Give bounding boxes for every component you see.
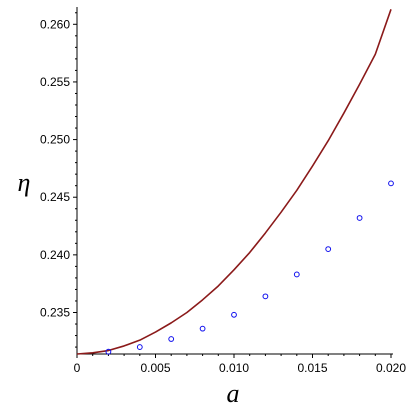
y-tick-label: 0.235	[40, 305, 70, 319]
scatter-point	[356, 215, 363, 221]
scatter-point	[105, 348, 112, 355]
y-tick-label: 0.240	[40, 248, 70, 262]
x-tick-label: 0.010	[219, 361, 249, 375]
scatter-point	[199, 325, 206, 332]
plot-series	[76, 9, 394, 355]
y-tick-label: 0.250	[40, 133, 70, 147]
scatter-point	[293, 271, 300, 278]
x-tick-label: 0	[74, 361, 81, 375]
y-ticks: 0.235 0.240 0.245 0.250 0.255 0.260	[40, 12, 77, 348]
scatter-point	[168, 336, 175, 342]
x-tick-label: 0.015	[297, 361, 327, 375]
x-tick-label: 0.020	[376, 361, 406, 375]
x-axis-label: a	[227, 379, 240, 408]
scatter-point	[231, 311, 237, 318]
y-axis-label: η	[18, 168, 31, 197]
scatter-point	[388, 180, 394, 187]
scatter-point	[262, 293, 269, 300]
y-tick-label: 0.260	[40, 17, 70, 31]
scatter-point	[325, 246, 332, 252]
y-tick-label: 0.255	[40, 75, 70, 89]
y-tick-label: 0.245	[40, 190, 70, 204]
x-tick-label: 0.005	[140, 361, 170, 375]
x-ticks: 0 0.005 0.010 0.015 0.020	[74, 354, 406, 375]
curve-line	[76, 9, 392, 355]
scatter-point	[136, 344, 143, 350]
